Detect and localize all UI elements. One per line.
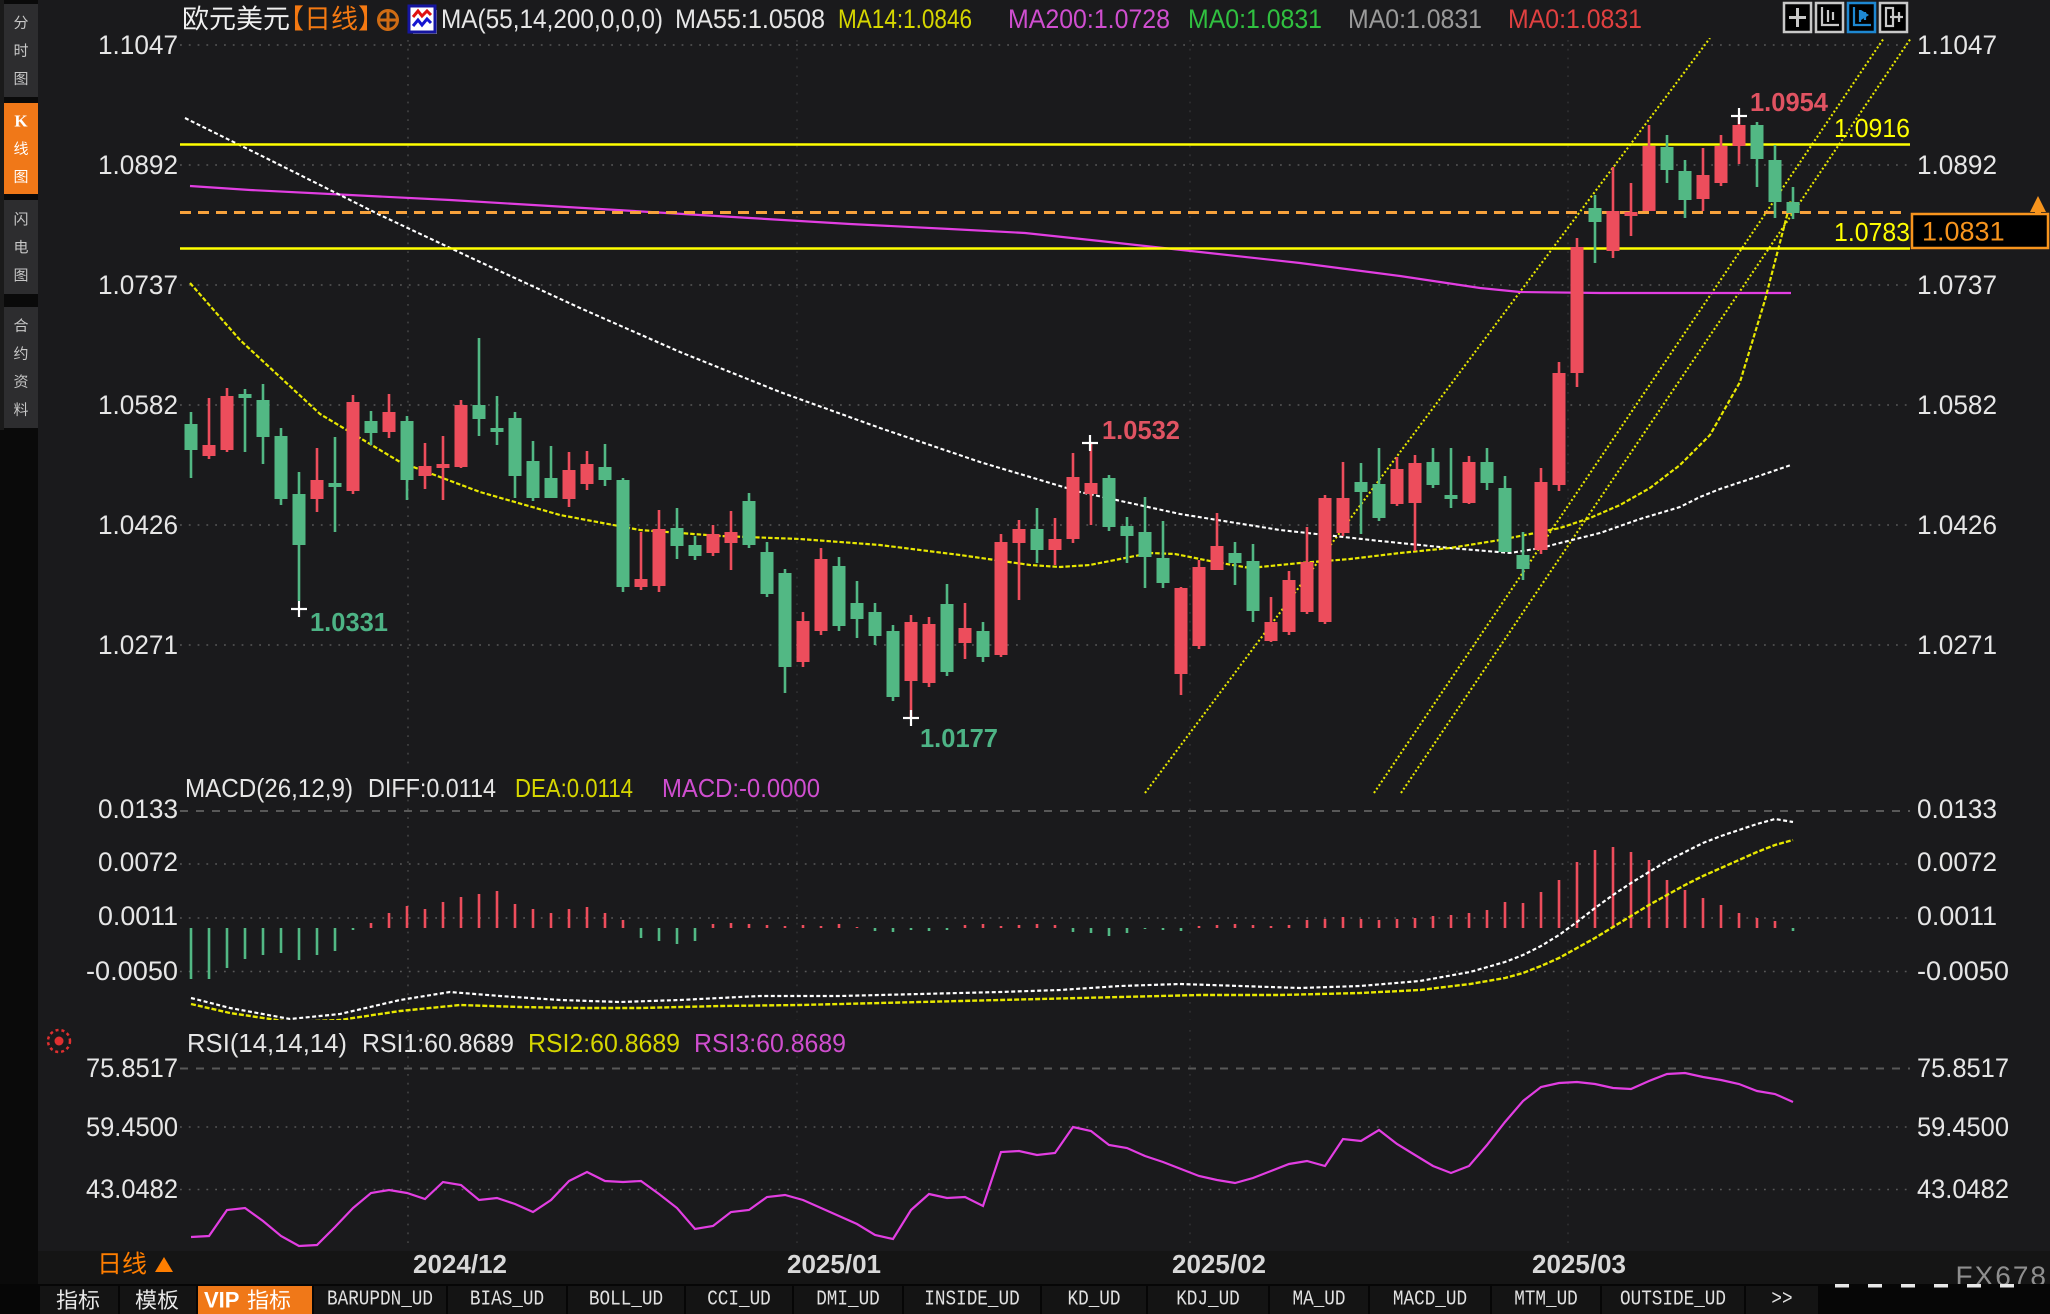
svg-text:BOLL_UD: BOLL_UD bbox=[589, 1289, 663, 1312]
svg-text:-0.0050: -0.0050 bbox=[86, 956, 178, 986]
svg-text:2024/12: 2024/12 bbox=[413, 1249, 507, 1279]
svg-text:2025/01: 2025/01 bbox=[787, 1249, 881, 1279]
svg-text:1.0582: 1.0582 bbox=[1917, 390, 1997, 420]
svg-text:2025/03: 2025/03 bbox=[1532, 1249, 1626, 1279]
svg-text:1.1047: 1.1047 bbox=[98, 30, 178, 60]
svg-text:MA0:1.0831: MA0:1.0831 bbox=[1508, 4, 1642, 34]
svg-text:MA_UD: MA_UD bbox=[1293, 1289, 1346, 1312]
svg-text:RSI2:60.8689: RSI2:60.8689 bbox=[528, 1028, 680, 1058]
svg-text:1.0331: 1.0331 bbox=[310, 607, 388, 637]
svg-text:0.0133: 0.0133 bbox=[98, 794, 178, 824]
svg-text:MACD(26,12,9): MACD(26,12,9) bbox=[185, 773, 353, 803]
svg-text:59.4500: 59.4500 bbox=[86, 1112, 178, 1142]
svg-text:1.0271: 1.0271 bbox=[1917, 630, 1997, 660]
svg-text:75.8517: 75.8517 bbox=[86, 1053, 178, 1083]
svg-text:VIP: VIP bbox=[204, 1288, 239, 1313]
svg-text:CCI_UD: CCI_UD bbox=[707, 1289, 771, 1312]
svg-text:0.0072: 0.0072 bbox=[98, 847, 178, 877]
svg-text:1.0892: 1.0892 bbox=[98, 150, 178, 180]
svg-text:MA55:1.0508: MA55:1.0508 bbox=[675, 4, 825, 34]
svg-text:BARUPDN_UD: BARUPDN_UD bbox=[327, 1289, 433, 1312]
svg-text:DEA:0.0114: DEA:0.0114 bbox=[515, 773, 633, 803]
svg-text:1.0582: 1.0582 bbox=[98, 390, 178, 420]
svg-text:DMI_UD: DMI_UD bbox=[816, 1289, 880, 1312]
svg-text:KD_UD: KD_UD bbox=[1068, 1289, 1121, 1312]
svg-text:1.0831: 1.0831 bbox=[1922, 217, 2005, 247]
svg-text:>>: >> bbox=[1771, 1289, 1792, 1312]
svg-text:1.0271: 1.0271 bbox=[98, 630, 178, 660]
svg-text:59.4500: 59.4500 bbox=[1917, 1112, 2009, 1142]
svg-text:RSI(14,14,14): RSI(14,14,14) bbox=[187, 1028, 347, 1058]
svg-text:1.0426: 1.0426 bbox=[1917, 510, 1997, 540]
svg-text:1.0737: 1.0737 bbox=[1917, 270, 1997, 300]
svg-text:1.0426: 1.0426 bbox=[98, 510, 178, 540]
svg-text:INSIDE_UD: INSIDE_UD bbox=[924, 1289, 1019, 1312]
svg-text:1.0892: 1.0892 bbox=[1917, 150, 1997, 180]
svg-text:-0.0050: -0.0050 bbox=[1917, 956, 2009, 986]
svg-text:MACD:-0.0000: MACD:-0.0000 bbox=[662, 773, 820, 803]
svg-text:43.0482: 43.0482 bbox=[86, 1174, 178, 1204]
svg-text:MA0:1.0831: MA0:1.0831 bbox=[1188, 4, 1322, 34]
svg-text:0.0011: 0.0011 bbox=[1917, 901, 1997, 931]
svg-text:1.0737: 1.0737 bbox=[98, 270, 178, 300]
svg-text:RSI3:60.8689: RSI3:60.8689 bbox=[694, 1028, 846, 1058]
svg-text:2025/02: 2025/02 bbox=[1172, 1249, 1266, 1279]
svg-text:1.0954: 1.0954 bbox=[1750, 87, 1829, 117]
svg-text:1.1047: 1.1047 bbox=[1917, 30, 1997, 60]
svg-text:MA14:1.0846: MA14:1.0846 bbox=[838, 4, 972, 34]
svg-text:0.0072: 0.0072 bbox=[1917, 847, 1997, 877]
svg-text:1.0916: 1.0916 bbox=[1834, 113, 1910, 143]
svg-text:MA(55,14,200,0,0,0): MA(55,14,200,0,0,0) bbox=[441, 4, 663, 34]
svg-text:MTM_UD: MTM_UD bbox=[1514, 1289, 1578, 1312]
svg-text:DIFF:0.0114: DIFF:0.0114 bbox=[368, 773, 496, 803]
svg-text:1.0532: 1.0532 bbox=[1102, 415, 1180, 445]
svg-text:75.8517: 75.8517 bbox=[1917, 1053, 2009, 1083]
svg-text:BIAS_UD: BIAS_UD bbox=[470, 1289, 544, 1312]
svg-text:MACD_UD: MACD_UD bbox=[1393, 1289, 1467, 1312]
svg-text:K: K bbox=[14, 112, 28, 131]
svg-text:1.0783: 1.0783 bbox=[1834, 217, 1910, 247]
svg-text:MA200:1.0728: MA200:1.0728 bbox=[1008, 4, 1170, 34]
svg-text:RSI1:60.8689: RSI1:60.8689 bbox=[362, 1028, 514, 1058]
svg-text:OUTSIDE_UD: OUTSIDE_UD bbox=[1620, 1289, 1726, 1312]
svg-text:0.0011: 0.0011 bbox=[98, 901, 178, 931]
svg-text:43.0482: 43.0482 bbox=[1917, 1174, 2009, 1204]
svg-text:KDJ_UD: KDJ_UD bbox=[1176, 1289, 1240, 1312]
svg-text:MA0:1.0831: MA0:1.0831 bbox=[1348, 4, 1482, 34]
svg-text:0.0133: 0.0133 bbox=[1917, 794, 1997, 824]
svg-text:1.0177: 1.0177 bbox=[920, 723, 998, 753]
